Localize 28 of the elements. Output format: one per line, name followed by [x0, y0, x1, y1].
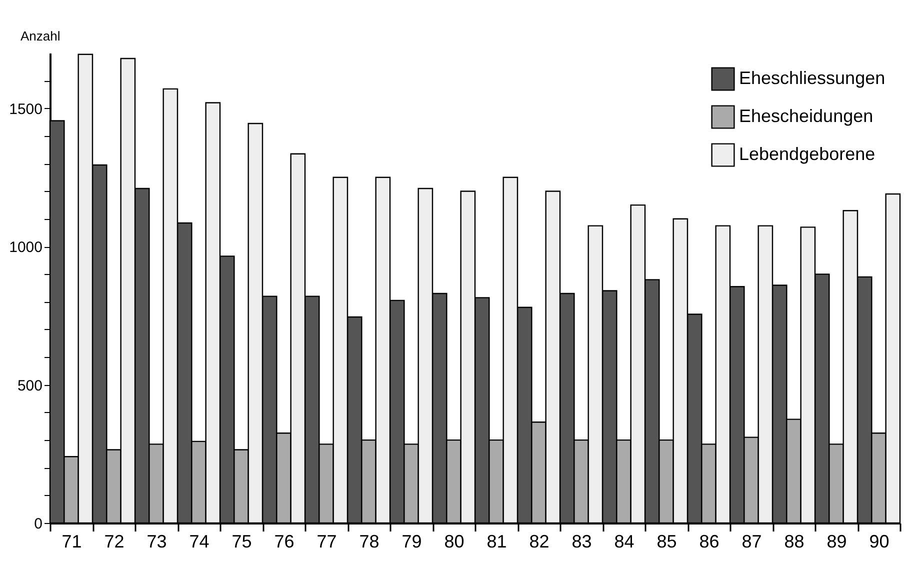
x-tick-label: 71 — [62, 532, 82, 552]
x-tick-label: 84 — [614, 532, 634, 552]
x-tick-label: 81 — [486, 532, 507, 552]
legend-label: Lebendgeborene — [739, 144, 876, 164]
y-axis-title: Anzahl — [20, 28, 60, 44]
x-tick-label: 76 — [274, 532, 294, 552]
y-tick-label: 0 — [34, 516, 42, 532]
x-tick-label: 73 — [146, 532, 167, 552]
y-tick-label: 1500 — [9, 100, 42, 118]
x-tick-label: 83 — [572, 532, 592, 552]
x-tick-label: 90 — [869, 532, 890, 552]
x-tick-label: 88 — [784, 532, 804, 552]
x-tick-label: 78 — [359, 532, 380, 552]
x-tick-label: 85 — [656, 532, 677, 552]
x-tick-label: 82 — [529, 532, 550, 552]
y-tick-label: 500 — [17, 377, 42, 394]
x-tick-label: 74 — [189, 532, 210, 552]
x-tick-label: 72 — [104, 532, 124, 552]
x-tick-label: 79 — [402, 532, 422, 552]
legend-label: Ehescheidungen — [739, 106, 874, 126]
legend-label: Eheschliessungen — [739, 68, 886, 88]
x-tick-label: 75 — [232, 532, 252, 552]
x-tick-label: 89 — [826, 532, 847, 552]
x-tick-label: 80 — [444, 532, 464, 552]
x-tick-label: 77 — [316, 532, 337, 552]
y-tick-label: 1000 — [9, 239, 42, 256]
x-tick-label: 86 — [699, 532, 720, 552]
x-tick-label: 87 — [742, 532, 762, 552]
